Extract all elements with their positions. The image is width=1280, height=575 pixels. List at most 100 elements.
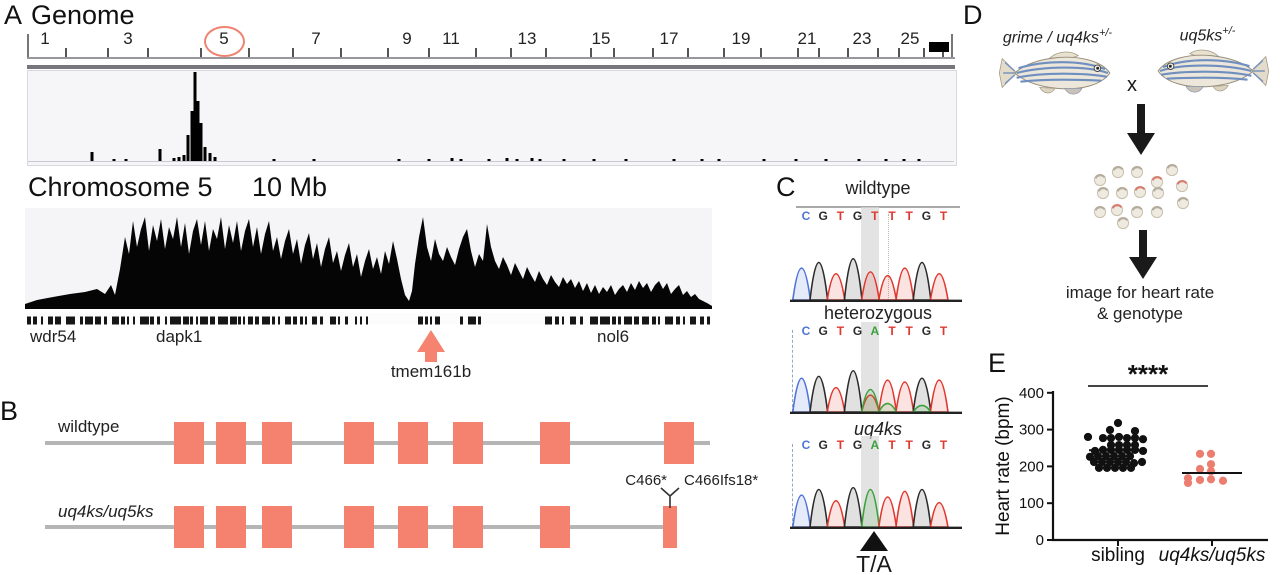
exon (216, 506, 246, 548)
boundary-tick (248, 48, 250, 57)
coverage-spike (190, 111, 194, 161)
data-point (1183, 478, 1193, 488)
boundary-tick (847, 48, 849, 57)
gene-track-segment (200, 316, 208, 325)
coverage-spike (884, 159, 888, 161)
genome-coverage-svg (28, 72, 954, 162)
base-letter: G (852, 324, 863, 338)
embryo (1096, 186, 1110, 200)
gene-track-segment (430, 316, 432, 325)
coverage-spike (762, 159, 766, 161)
data-point (1195, 449, 1205, 458)
gene-track-segment (133, 316, 135, 325)
peak-T (929, 379, 949, 413)
highlight-band-het (861, 322, 879, 414)
data-point (1113, 418, 1123, 428)
gene-track-segment (157, 316, 160, 325)
exon (344, 422, 374, 464)
embryo (1176, 196, 1190, 210)
screen-arrow-icon (1129, 257, 1157, 279)
boundary-tick (475, 48, 477, 57)
coverage-spike (203, 147, 207, 161)
mutation-label-c466: C466* (625, 472, 667, 489)
category-label-1: uq4ks/uq5ks (1159, 545, 1266, 566)
data-point (1114, 432, 1124, 442)
mutation-label-c466ifs18: C466Ifs18* (684, 472, 759, 489)
coverage-spike (213, 157, 217, 161)
boundary-tick (760, 48, 762, 57)
gene-track-segment (312, 316, 317, 325)
peak-T (826, 500, 846, 528)
gene-label-dapk1: dapk1 (156, 327, 203, 346)
data-point (1130, 433, 1140, 443)
exon (344, 506, 374, 548)
parent1-genotype-label: grime / uq4ks+/- (975, 27, 1140, 47)
base-letter: A (870, 438, 880, 452)
base-letter: C (801, 324, 811, 338)
genome-ruler: 1 3 5 7 9 11 13 15 17 19 21 23 25 (0, 29, 960, 69)
chromosome-number-21: 21 (797, 29, 817, 48)
exon (453, 422, 483, 464)
boundary-tick (107, 48, 109, 57)
data-point (1118, 463, 1128, 472)
base-letter: T (905, 324, 913, 338)
parent2-sup: +/- (1222, 25, 1236, 37)
peak-T (860, 271, 881, 301)
gene-track-segment (366, 316, 368, 325)
parent2-genotype-label: uq5ks+/- (1145, 25, 1270, 45)
chromatogram-uq4ks (790, 487, 962, 529)
base-letter: T (905, 438, 913, 452)
panel-e-letter: E (988, 348, 1007, 378)
boundary-tick (613, 48, 615, 57)
data-point (1206, 449, 1216, 458)
panel-d-letter: D (963, 0, 983, 30)
wildtype-gene-line (45, 441, 710, 445)
chromosome-number-13: 13 (517, 29, 537, 48)
data-point (1106, 433, 1116, 443)
coverage-spike (272, 159, 276, 161)
boundary-tick (147, 48, 149, 57)
data-point (1117, 451, 1127, 461)
wildtype-row-label: wildtype (58, 417, 120, 436)
base-letter: T (939, 209, 948, 223)
coverage-spike (562, 159, 566, 161)
gene-track-segment (112, 316, 119, 325)
gene-track-segment (300, 316, 303, 325)
base-letter: T (871, 209, 879, 223)
peak-T (826, 273, 846, 301)
coverage-spike (158, 149, 162, 161)
coverage-spike (177, 157, 181, 161)
gene-track-segment (665, 316, 673, 325)
embryo (1116, 216, 1130, 230)
gene-track-segment (690, 316, 696, 325)
embryo-mutant (1110, 203, 1124, 217)
chr5-coverage-area (25, 217, 712, 309)
coverage-spike (124, 159, 128, 161)
gene-track-segment (634, 316, 639, 325)
base-letter: T (888, 438, 896, 452)
genome-ideogram-bar-shadow (27, 65, 955, 69)
coverage-spike (312, 159, 316, 161)
gene-track-segment (330, 316, 336, 325)
gene-track-segment (210, 316, 215, 325)
data-point (1206, 467, 1216, 476)
chromosome-number-17: 17 (659, 29, 679, 48)
peak-T (877, 275, 898, 301)
gene-track-segment (262, 316, 270, 325)
exon (540, 506, 570, 548)
chromatogram-title-wildtype: wildtype (845, 178, 911, 198)
gene-track-segment (345, 316, 348, 325)
gene-track-segment (624, 316, 632, 325)
base-letter: G (921, 324, 932, 338)
exon (174, 506, 204, 548)
gene-track-segment (545, 316, 552, 325)
gene-track-segment (170, 316, 178, 325)
gene-track-segment (95, 316, 101, 325)
boundary-tick (652, 48, 654, 57)
base-letter: T (939, 324, 948, 338)
mutant-row-label: uq4ks/uq5ks (58, 502, 154, 521)
peak-A (860, 388, 881, 413)
gene-track-segment (230, 316, 237, 325)
cross-arrow-icon (1127, 133, 1155, 155)
peak-G (843, 370, 863, 413)
